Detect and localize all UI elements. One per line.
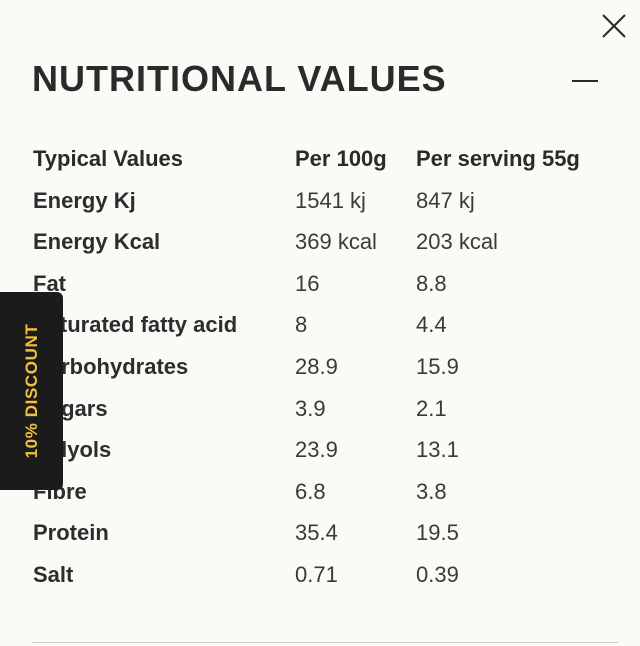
discount-tab[interactable]: 10% DISCOUNT <box>0 292 63 490</box>
table-row: Fibre 6.8 3.8 <box>33 471 623 513</box>
value-per-serving: 203 kcal <box>416 229 498 255</box>
table-row: Saturated fatty acid 8 4.4 <box>33 304 623 346</box>
value-per-serving: 4.4 <box>416 312 447 338</box>
nutrient-name: Fat <box>33 270 66 296</box>
value-per-serving: 0.39 <box>416 561 459 587</box>
close-button[interactable] <box>600 12 628 40</box>
value-per-100g: 23.9 <box>295 437 338 463</box>
nutrition-table: Typical Values Per 100g Per serving 55g … <box>33 138 623 596</box>
nutrient-name: Energy Kj <box>33 187 136 213</box>
minus-icon <box>572 80 598 82</box>
table-row: Fat 16 8.8 <box>33 263 623 305</box>
value-per-100g: 28.9 <box>295 353 338 379</box>
table-header-row: Typical Values Per 100g Per serving 55g <box>33 138 623 180</box>
value-per-100g: 3.9 <box>295 395 326 421</box>
divider <box>32 642 618 643</box>
nutrient-name: Protein <box>33 520 109 546</box>
table-row: Energy Kcal 369 kcal 203 kcal <box>33 221 623 263</box>
value-per-serving: 8.8 <box>416 270 447 296</box>
value-per-100g: 369 kcal <box>295 229 377 255</box>
table-row: Energy Kj 1541 kj 847 kj <box>33 180 623 222</box>
value-per-100g: 8 <box>295 312 308 338</box>
nutrient-name: Salt <box>33 561 74 587</box>
close-icon <box>602 14 626 38</box>
table-row: Carbohydrates 28.9 15.9 <box>33 346 623 388</box>
value-per-100g: 1541 kj <box>295 187 366 213</box>
value-per-serving: 19.5 <box>416 520 459 546</box>
value-per-serving: 847 kj <box>416 187 475 213</box>
table-row: Polyols 23.9 13.1 <box>33 429 623 471</box>
nutrient-name: Saturated fatty acid <box>33 312 238 338</box>
value-per-serving: 15.9 <box>416 353 459 379</box>
nutrient-name: Energy Kcal <box>33 229 161 255</box>
discount-label: 10% DISCOUNT <box>21 323 41 459</box>
value-per-serving: 13.1 <box>416 437 459 463</box>
table-row: Protein 35.4 19.5 <box>33 512 623 554</box>
column-header-typical-values: Typical Values <box>33 146 184 171</box>
table-row: Salt 0.71 0.39 <box>33 554 623 596</box>
column-header-per-100g: Per 100g <box>295 146 387 171</box>
collapse-button[interactable] <box>572 78 598 84</box>
table-row: Sugars 3.9 2.1 <box>33 388 623 430</box>
value-per-100g: 35.4 <box>295 520 338 546</box>
value-per-100g: 16 <box>295 270 320 296</box>
value-per-100g: 6.8 <box>295 478 326 504</box>
page-title: NUTRITIONAL VALUES <box>32 58 447 99</box>
value-per-serving: 2.1 <box>416 395 447 421</box>
value-per-serving: 3.8 <box>416 478 447 504</box>
column-header-per-serving: Per serving 55g <box>416 146 580 171</box>
value-per-100g: 0.71 <box>295 561 338 587</box>
